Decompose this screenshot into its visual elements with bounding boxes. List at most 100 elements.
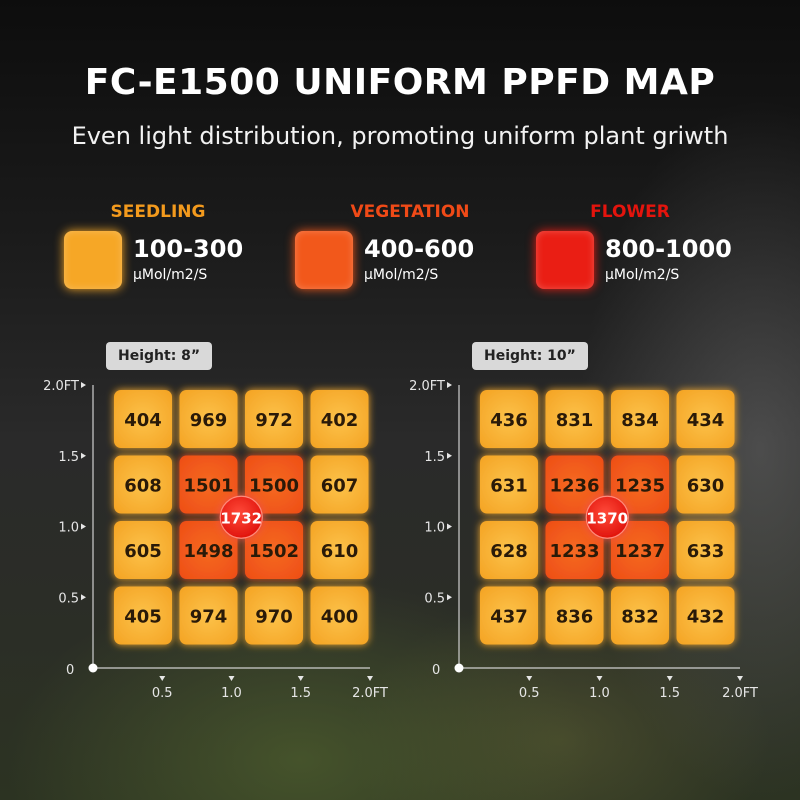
y-tick-label: 0.5 [424,591,445,606]
ppfd-map-8in: 0 2.0FT 1.5 1.0 0.5 0.5 1.0 1.5 2.0FT 404 969 972 40… [43,379,388,701]
page-subtitle: Even light distribution, promoting unifo… [71,122,729,150]
y-tick-label: 2.0FT [43,379,79,394]
center-peak-marker [219,495,263,539]
center-peak-marker [585,495,629,539]
legend-flower-swatch [536,231,594,289]
ppfd-cell-box [676,521,735,579]
ppfd-cell-box [114,390,172,448]
ppfd-cell-value: 631 [490,476,528,497]
ppfd-cell: 969 [179,390,238,448]
ppfd-cell-box [310,390,369,448]
ppfd-cell-value: 1233 [549,541,599,562]
ppfd-cell: 1498 [179,521,238,579]
ppfd-cell-box [245,455,303,514]
ppfd-cell-box [179,586,238,645]
ppfd-cell: 404 [114,390,172,448]
ppfd-cell-value: 608 [124,476,162,497]
ppfd-cell-value: 434 [687,410,725,431]
ppfd-cell: 630 [676,455,735,514]
ppfd-cell: 1501 [179,455,238,514]
legend-seedling-range: 100-300 [133,235,244,263]
y-tick-label: 0.5 [58,591,79,606]
y-tick-label: 1.0 [58,521,79,536]
ppfd-cell-box [545,586,604,645]
y-tick-arrow-icon [81,452,86,459]
ppfd-cell-value: 402 [321,410,359,431]
ppfd-cell-value: 832 [621,607,659,628]
legend-flower-range: 800-1000 [605,235,732,263]
y-tick-arrow-icon [81,594,86,601]
center-peak-value: 1370 [586,509,628,527]
ppfd-cell-value: 1237 [615,541,665,562]
x-tick-arrow-icon [367,676,373,681]
ppfd-cell: 607 [310,455,369,514]
ppfd-cell-box [245,390,303,448]
x-tick-arrow-icon [297,676,304,681]
ppfd-cell-value: 1235 [615,476,665,497]
x-tick-label: 0.5 [152,686,173,701]
ppfd-cell-value: 1501 [183,476,233,497]
ppfd-cell: 437 [480,586,538,645]
ppfd-map-10in: 0 2.0FT 1.5 1.0 0.5 0.5 1.0 1.5 2.0FT 436 831 834 43… [409,379,758,701]
ppfd-cell-value: 1500 [249,476,299,497]
x-tick-arrow-icon [596,676,603,681]
ppfd-cell: 1236 [545,455,604,514]
x-tick-label: 1.0 [589,686,610,701]
ppfd-cell-value: 633 [687,541,725,562]
ppfd-cell-value: 628 [490,541,528,562]
ppfd-cell-box [310,455,369,514]
ppfd-cell: 400 [310,586,369,645]
ppfd-cell-box [611,455,669,514]
ppfd-cell-value: 404 [124,410,162,431]
ppfd-cell: 834 [611,390,669,448]
ppfd-cell-box [545,455,604,514]
ppfd-cell-box [611,390,669,448]
ppfd-cell-box [245,521,303,579]
ppfd-cell: 432 [676,586,735,645]
y-tick-label: 1.5 [424,450,445,465]
ppfd-cell-box [676,390,735,448]
ppfd-cell-box [480,521,538,579]
ppfd-cell-value: 1502 [249,541,299,562]
ppfd-cell: 434 [676,390,735,448]
x-tick-arrow-icon [159,676,166,681]
ppfd-cell-box [611,586,669,645]
origin-label-10in: 0 [432,663,440,678]
ppfd-cell: 836 [545,586,604,645]
legend-seedling-name: SEEDLING [110,202,206,222]
y-tick-arrow-icon [447,452,452,459]
ppfd-cell: 974 [179,586,238,645]
origin-label-8in: 0 [66,663,74,678]
ppfd-cell: 972 [245,390,303,448]
legend-vegetation-range: 400-600 [364,235,475,263]
ppfd-cell: 631 [480,455,538,514]
x-tick-arrow-icon [737,676,743,681]
legend-flower-name: FLOWER [590,202,670,222]
ppfd-cell-box [114,586,172,645]
ppfd-cell-box [310,586,369,645]
ppfd-cell-box [480,586,538,645]
ppfd-cell-box [179,390,238,448]
center-peak-value: 1732 [220,509,262,527]
ppfd-cell-value: 831 [556,410,594,431]
ppfd-cell-value: 970 [255,607,293,628]
ppfd-cell-box [179,455,238,514]
ppfd-cell-value: 436 [490,410,528,431]
ppfd-cell: 1502 [245,521,303,579]
ppfd-cell-value: 969 [190,410,228,431]
legend-seedling-swatch [64,231,122,289]
y-tick-arrow-icon [81,523,86,530]
x-tick-label: 2.0FT [722,686,758,701]
ppfd-cell: 1233 [545,521,604,579]
legend-vegetation-unit: μMol/m2/S [364,267,439,283]
ppfd-cell-box [179,521,238,579]
x-tick-label: 2.0FT [352,686,388,701]
legend-seedling-unit: μMol/m2/S [133,267,208,283]
ppfd-cell-value: 1498 [183,541,233,562]
ppfd-cell-box [676,586,735,645]
y-tick-arrow-icon [81,382,86,388]
ppfd-cell-box [545,390,604,448]
x-tick-arrow-icon [666,676,673,681]
ppfd-cell-value: 405 [124,607,162,628]
legend-vegetation-name: VEGETATION [350,202,470,222]
